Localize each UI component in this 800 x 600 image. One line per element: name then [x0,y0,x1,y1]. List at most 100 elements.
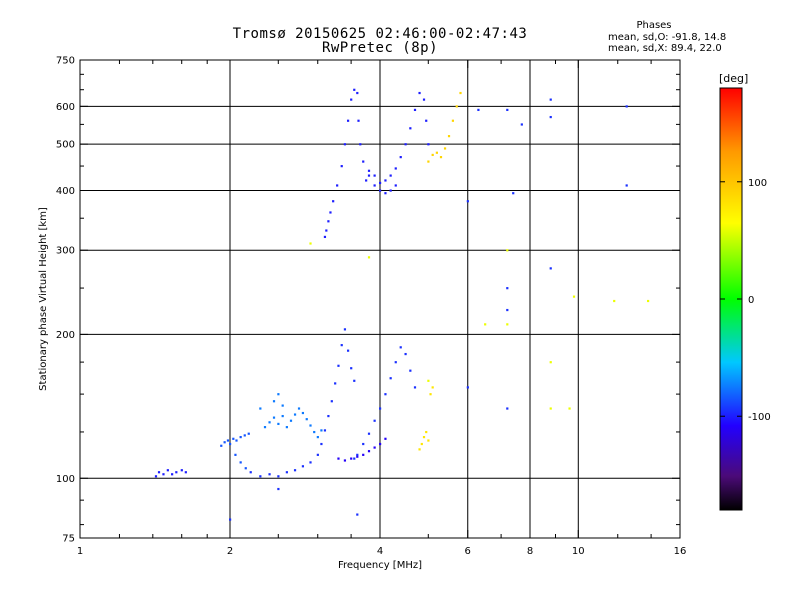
data-point [549,115,552,119]
data-point [223,441,226,444]
data-point [418,448,421,451]
data-point [277,487,280,491]
data-points [154,88,650,521]
data-point [427,160,430,163]
data-point [384,179,387,182]
data-point [389,174,392,177]
data-point [353,88,356,91]
data-point [316,453,319,456]
data-point [268,473,271,476]
data-point [373,446,376,449]
data-point [356,91,359,95]
x-tick-label: 2 [227,546,233,557]
data-point [367,256,371,259]
data-point [420,442,423,446]
data-point [334,382,337,385]
y-tick-label: 500 [56,140,75,151]
data-point [625,105,628,108]
data-point [277,422,280,426]
data-point [506,108,509,112]
data-point [157,471,161,474]
data-point [572,295,576,298]
data-point [234,453,237,456]
data-point [367,174,371,177]
data-point [429,393,432,396]
data-point [466,200,469,203]
data-point [568,407,571,410]
data-point [323,235,327,239]
data-point [340,165,343,168]
y-tick-label: 100 [56,474,75,485]
data-point [466,386,469,389]
data-point [353,457,356,460]
data-point [422,98,426,101]
chart-subtitle: RwPretec (8p) [321,40,439,56]
data-point [309,424,312,427]
data-point [184,471,187,474]
y-tick-label: 75 [62,534,75,545]
data-point [329,211,332,214]
data-point [427,439,430,442]
data-point [320,429,323,432]
data-point [394,167,397,170]
data-point [477,108,480,112]
data-point [350,98,353,101]
data-point [413,386,417,389]
x-tick-label: 8 [527,546,533,557]
data-point [431,386,434,389]
data-point [166,469,169,472]
data-point [356,453,359,456]
data-point [289,419,293,422]
data-point [362,442,365,446]
data-point [343,143,347,146]
data-point [520,123,523,126]
y-tick-label: 400 [56,186,75,197]
data-point [625,184,628,187]
data-point [367,169,371,172]
data-point [325,229,328,232]
data-point [362,453,365,456]
data-point [484,323,487,326]
data-point [263,426,267,429]
colorbar-unit: [deg] [719,72,748,85]
data-point [346,349,350,352]
data-point [293,413,297,416]
data-point [356,513,359,516]
data-point [384,437,387,440]
data-point [404,143,407,146]
data-point [309,461,312,464]
data-point [425,119,428,122]
colorbar-tick-label: 100 [748,178,767,189]
data-point [309,242,312,245]
phase-stats-o-mode: mean, sd,O: -91.8, 14.8 [608,32,727,43]
data-point [422,435,426,439]
data-point [235,439,238,442]
data-point [313,430,316,434]
data-point [305,418,308,421]
data-point [506,407,509,410]
x-axis-label: Frequency [MHz] [338,560,422,571]
data-point [272,400,276,403]
data-point [384,192,387,195]
data-point [301,465,305,468]
phase-stats-title: Phases [636,20,672,31]
data-point [367,432,371,435]
data-point [327,220,330,223]
x-tick-label: 4 [377,546,383,557]
data-point [243,434,246,437]
data-point [399,346,402,349]
data-point [512,192,515,195]
data-point [340,344,343,347]
data-point [439,156,443,159]
data-point [427,379,430,382]
data-point [272,416,276,419]
data-point [277,475,280,478]
data-point [239,435,242,439]
data-point [613,299,616,303]
data-point [431,153,434,157]
data-point [244,467,247,470]
data-point [357,119,360,122]
data-point [362,160,365,163]
data-point [353,379,356,382]
